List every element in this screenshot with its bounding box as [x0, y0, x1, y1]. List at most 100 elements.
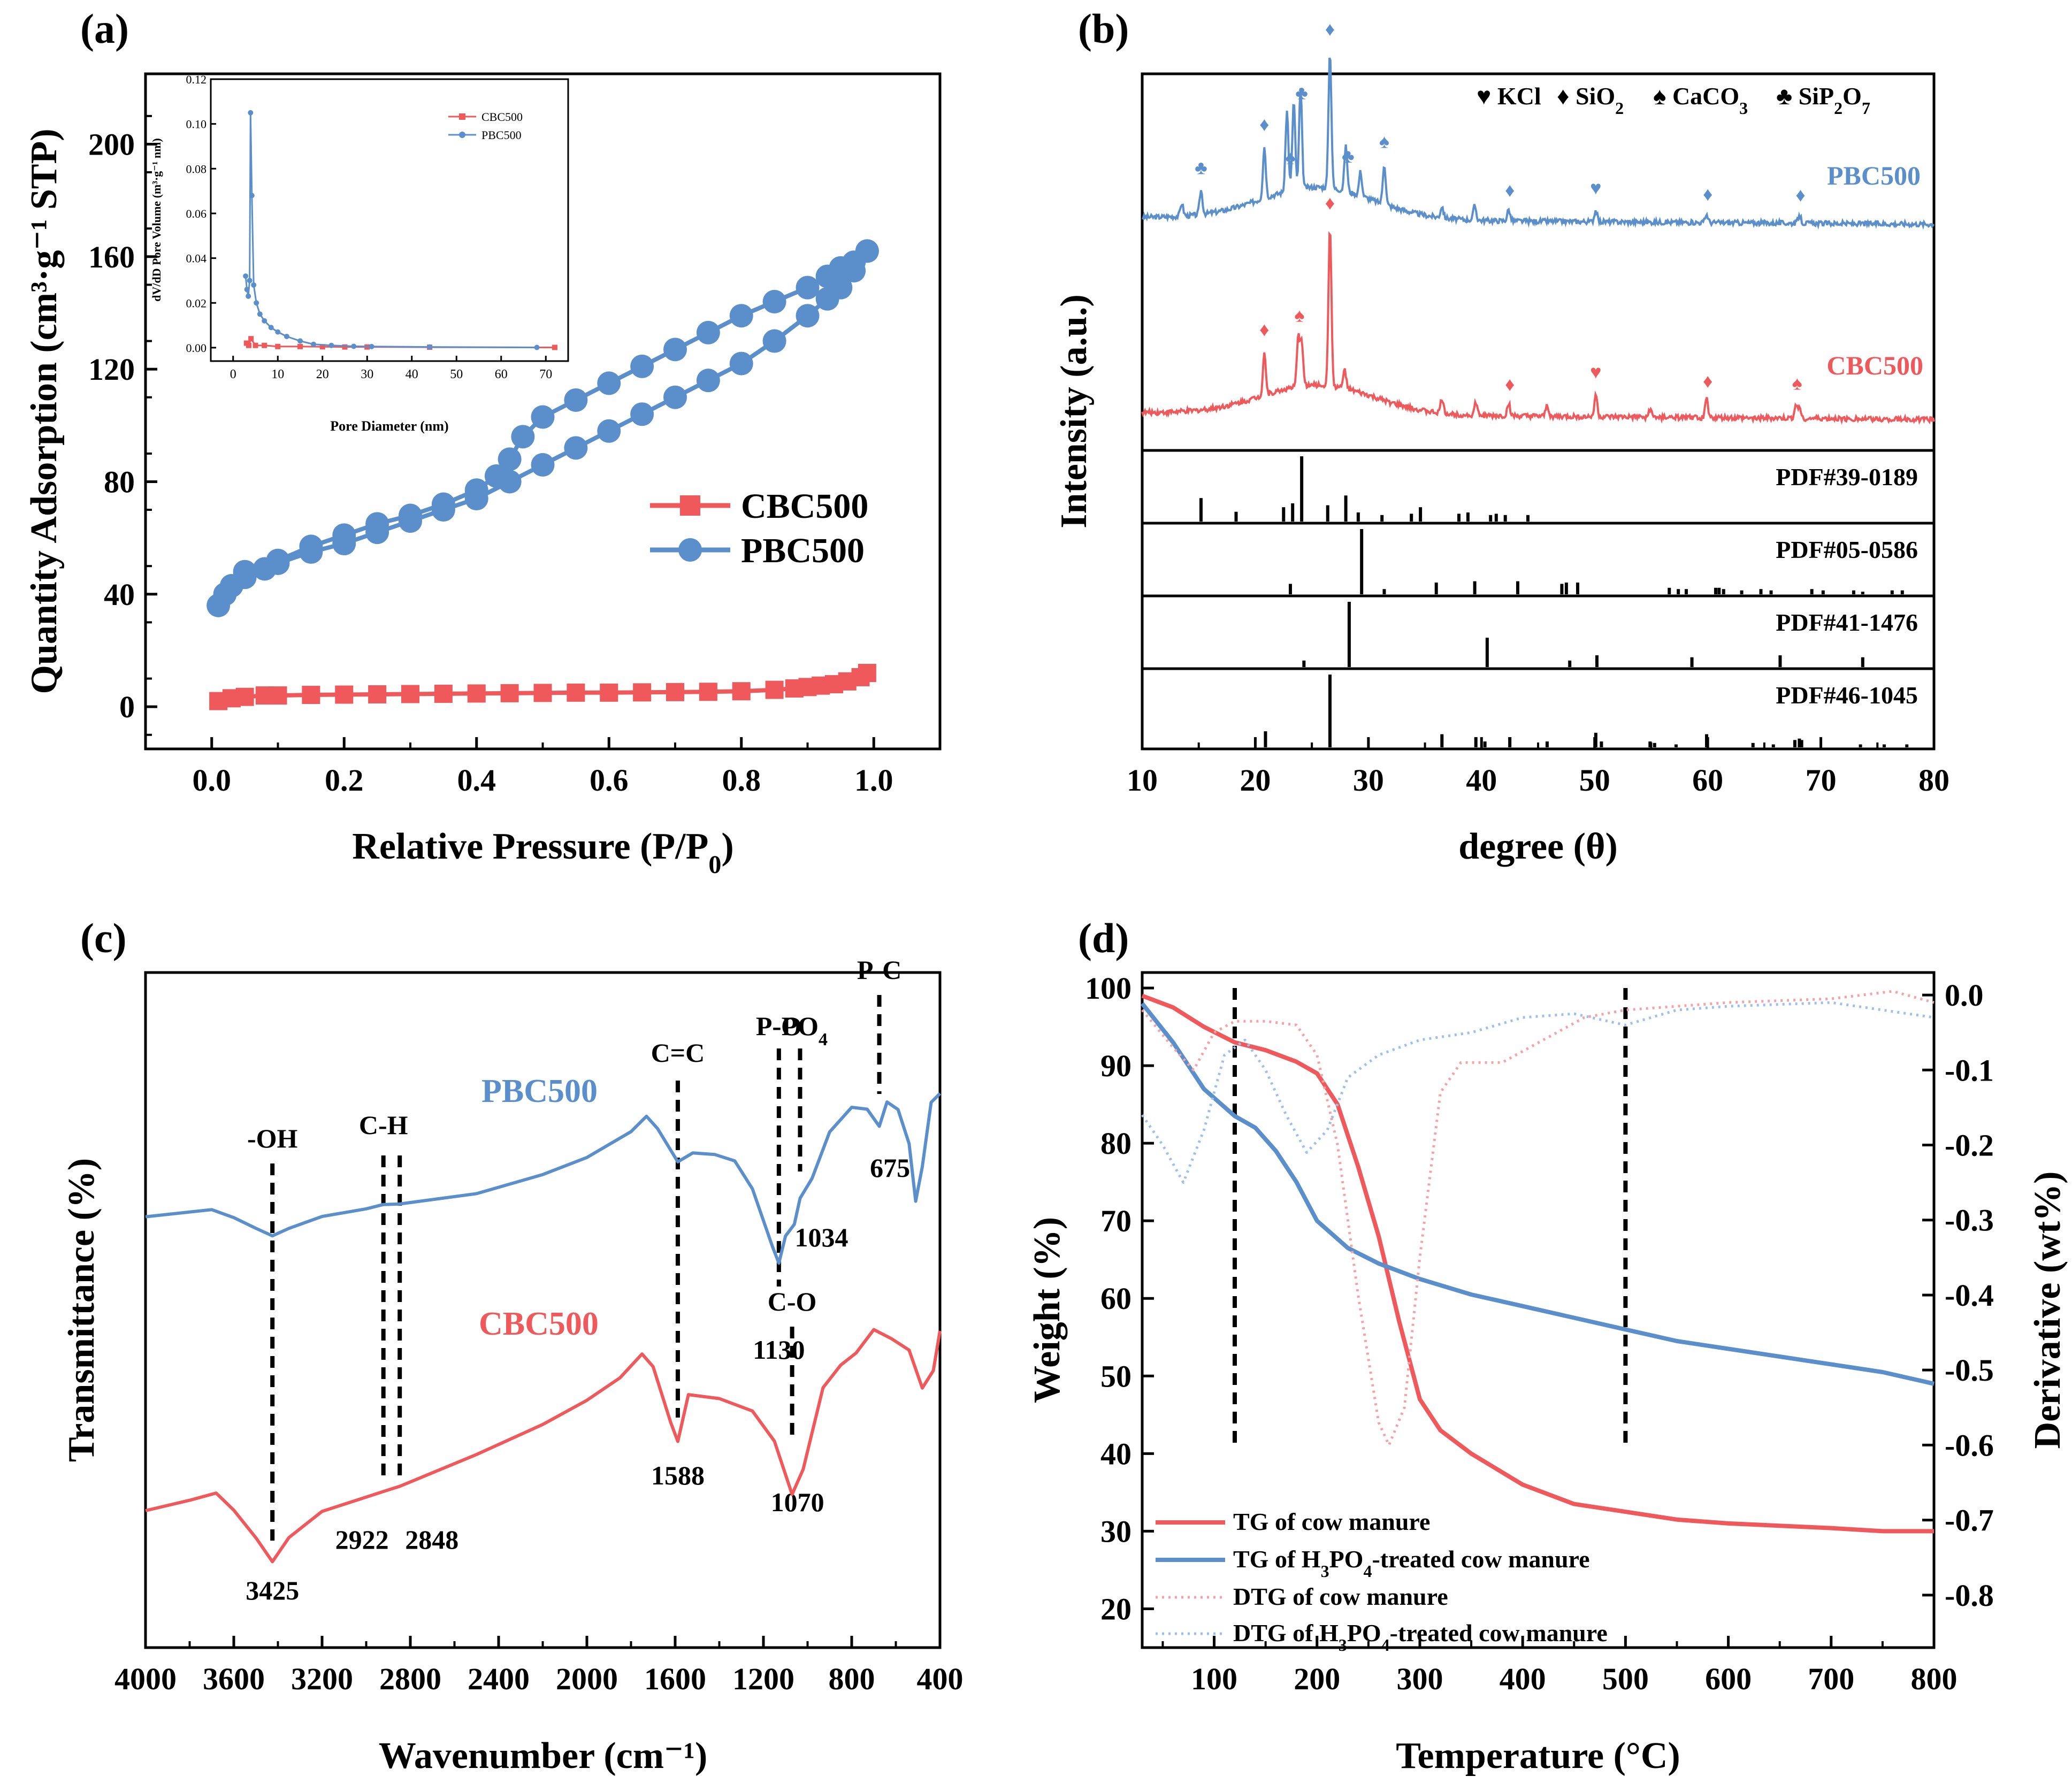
panel-a-xlabel: Relative Pressure (P/P0)	[352, 826, 733, 879]
inset-point-pbc500	[248, 110, 254, 116]
inset-x-tick-label: 40	[406, 367, 418, 381]
x-tick-label: 80	[1918, 763, 1949, 798]
reference-label: PDF#05-0586	[1776, 536, 1918, 563]
annotation-label-text: C-O	[768, 1287, 817, 1316]
point-pbc500	[796, 275, 820, 300]
y-tick-label: 80	[104, 464, 135, 499]
inset-legend-label-pbc500: PBC500	[481, 128, 522, 142]
panel-b-ylabel: Intensity (a.u.)	[1053, 294, 1095, 529]
phase-marker: ♥	[1590, 361, 1601, 382]
y-tick-label: 30	[1100, 1514, 1131, 1549]
inset-point-cbc500	[297, 343, 303, 349]
point-pbc500	[597, 371, 621, 395]
y-right-tick-label: -0.3	[1945, 1203, 1994, 1238]
annotation-label: C-H	[359, 1110, 408, 1140]
inset-point-cbc500	[552, 344, 557, 350]
panel-d-series	[1140, 988, 1935, 1534]
panel-c-annotations: -OH 3425 C-H 2922 2848 C=C 1588 P-O 1130 -PO4 1034…	[246, 955, 910, 1605]
x-tick-label: 200	[1294, 1662, 1340, 1696]
point-pbc500	[815, 264, 839, 288]
annotation-label: P-O	[756, 1011, 802, 1041]
annotation-value: 1588	[651, 1460, 705, 1490]
tga-series-0	[1141, 993, 1934, 1534]
inset-y-tick-label: 0.12	[186, 73, 207, 86]
inset-y-tick-label: 0.04	[186, 252, 207, 265]
point-cbc500	[699, 683, 717, 701]
inset-y-tick-label: 0.00	[186, 341, 207, 355]
panel-a-legend: CBC500 PBC500	[650, 487, 868, 570]
reference-label: PDF#41-1476	[1776, 609, 1918, 636]
y-right-tick-label: -0.5	[1945, 1353, 1994, 1388]
y-tick-label: 100	[1085, 971, 1131, 1006]
y-right-tick-label: -0.7	[1945, 1503, 1994, 1538]
panel-a-xlabel-main: Relative Pressure (P/P	[352, 826, 708, 867]
legend-item-sub: 2	[1615, 98, 1624, 118]
panel-c-label: (c)	[80, 915, 127, 961]
panel-a-inset-legend: CBC500 PBC500	[448, 110, 523, 142]
panel-d-ylabel-right: Derivative (wt%)	[2027, 1172, 2068, 1449]
xrd-label-pbc500: PBC500	[1827, 160, 1921, 190]
legend-label-part: 4	[1381, 1635, 1390, 1655]
point-cbc500	[467, 684, 486, 703]
y-tick-label: 40	[104, 577, 135, 612]
annotation-value: 2848	[405, 1525, 458, 1555]
tga-series-3	[1141, 1001, 1935, 1184]
x-tick-label: 600	[1705, 1662, 1752, 1696]
y-right-tick-label: -0.1	[1945, 1053, 1994, 1088]
point-cbc500	[500, 684, 519, 702]
x-tick-label: 50	[1579, 763, 1610, 798]
legend-label-part: PO	[1329, 1545, 1364, 1573]
point-pbc500	[431, 492, 455, 516]
annotation-value: 1070	[771, 1487, 824, 1517]
legend-marker-pbc500	[678, 538, 702, 562]
x-tick-label: 100	[1191, 1662, 1237, 1696]
panel-a-series	[207, 239, 879, 710]
point-cbc500	[765, 680, 784, 699]
panel-a-inset-ticks: 0 10 20 30 40 50 60 70 0.00 0.02 0.04 0.06 0.08 0.10 0…	[186, 73, 553, 381]
x-tick-label: 70	[1806, 763, 1837, 798]
annotation-label-text: C=C	[651, 1038, 705, 1068]
panel-a-xlabel-end: )	[721, 826, 733, 867]
inset-point-pbc500	[251, 282, 257, 288]
point-cbc500	[567, 683, 585, 702]
ftir-spectrum-pbc500	[145, 1092, 942, 1265]
x-tick-label: 10	[1127, 763, 1158, 798]
annotation-label-text: P-C	[857, 955, 901, 985]
ftir-spectrum-cbc500	[145, 1328, 942, 1564]
inset-point-pbc500	[249, 193, 255, 198]
point-pbc500	[729, 351, 753, 376]
y-tick-label: 50	[1100, 1359, 1131, 1393]
inset-y-tick-label: 0.02	[186, 296, 207, 310]
y-right-tick-label: -0.4	[1945, 1278, 1994, 1313]
x-tick-label: 2400	[468, 1662, 530, 1696]
point-pbc500	[531, 453, 555, 477]
legend-label-pbc500: PBC500	[741, 531, 865, 570]
point-cbc500	[401, 685, 419, 703]
inset-point-pbc500	[244, 287, 250, 293]
point-pbc500	[663, 385, 687, 409]
legend-item-text: ♠ CaCO	[1653, 82, 1739, 110]
point-pbc500	[266, 548, 290, 572]
panel-a-inset-series	[243, 110, 557, 350]
y-tick-label: 0	[119, 690, 135, 724]
y-tick-label: 80	[1100, 1126, 1131, 1161]
legend-item-text: ♣ SiP	[1776, 82, 1834, 110]
phase-marker: ♦	[1703, 371, 1712, 392]
point-cbc500	[858, 664, 876, 683]
point-cbc500	[600, 683, 618, 702]
point-pbc500	[696, 320, 720, 344]
panel-b-ticks: 10 20 30 40 50 60 70 80	[1127, 737, 1949, 798]
panel-d-xlabel: Temperature (°C)	[1396, 1735, 1680, 1777]
legend-label-part: -treated cow manure	[1390, 1619, 1608, 1647]
point-pbc500	[484, 464, 508, 488]
phase-marker: ♦	[1505, 180, 1515, 201]
x-tick-label: 1200	[732, 1662, 794, 1696]
inset-point-pbc500	[427, 344, 433, 350]
point-pbc500	[233, 560, 257, 584]
phase-marker: ♥	[1590, 177, 1601, 198]
phase-marker: ♦	[1505, 373, 1515, 395]
inset-x-tick-label: 70	[539, 367, 552, 381]
inset-point-cbc500	[248, 336, 254, 342]
point-pbc500	[597, 419, 621, 443]
